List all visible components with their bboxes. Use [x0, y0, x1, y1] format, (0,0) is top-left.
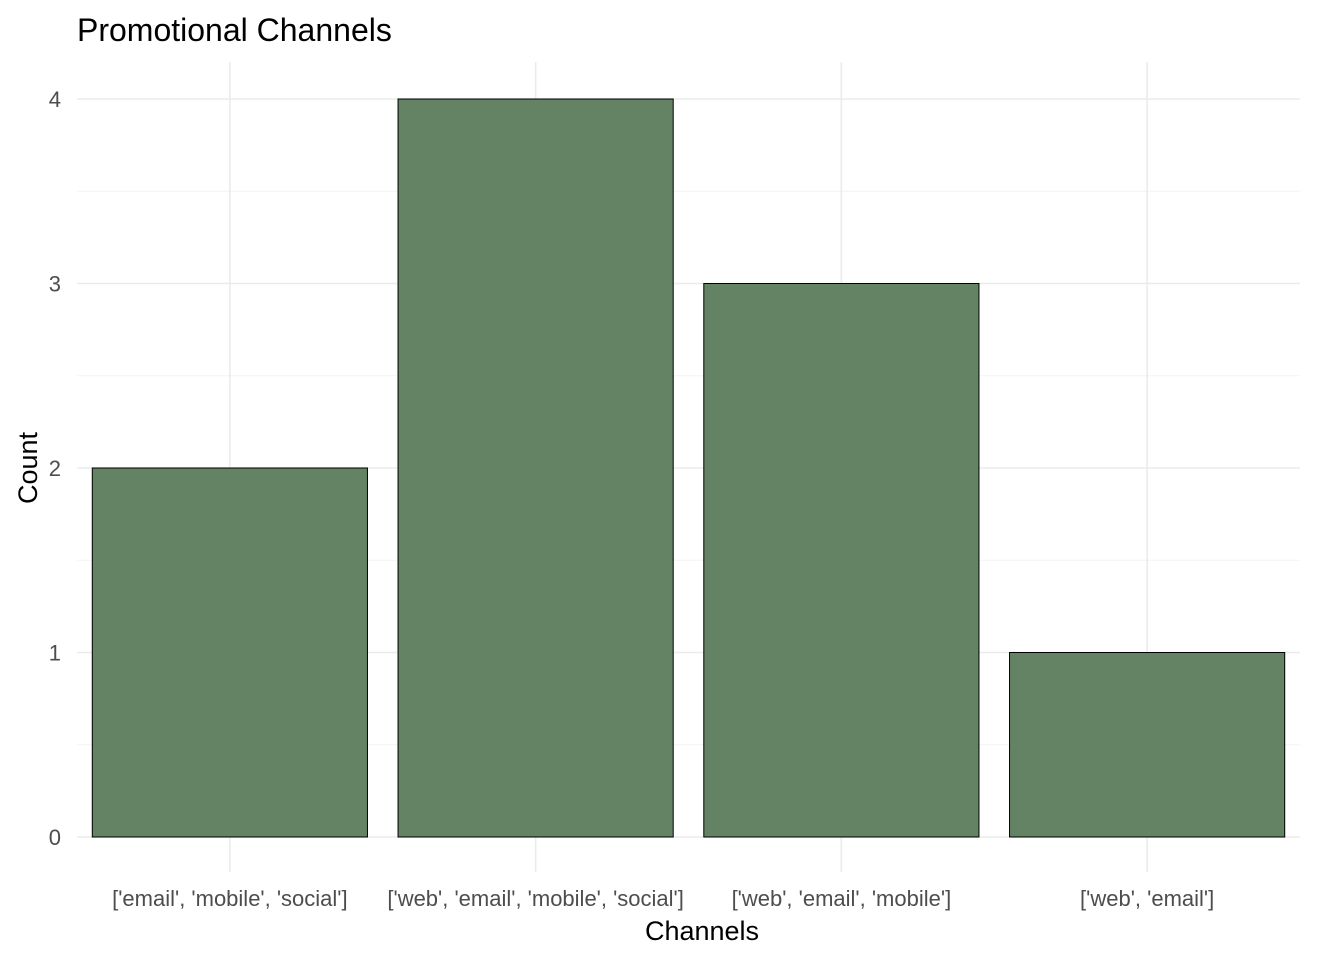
x-axis-title: Channels: [645, 916, 759, 946]
bar: [91, 467, 368, 838]
y-tick-label: 3: [49, 272, 61, 297]
y-tick-label: 1: [49, 641, 61, 666]
chart-title: Promotional Channels: [77, 12, 392, 48]
x-tick-label: ['web', 'email', 'mobile', 'social']: [387, 886, 683, 911]
bar: [703, 283, 980, 838]
bars: [91, 98, 1286, 838]
x-tick-label: ['web', 'email']: [1080, 886, 1214, 911]
bar: [397, 98, 674, 838]
y-axis-ticks: 0 1 2 3 4: [49, 87, 61, 850]
y-axis-title: Count: [13, 431, 43, 504]
x-tick-label: ['email', 'mobile', 'social']: [112, 886, 348, 911]
y-tick-label: 0: [49, 825, 61, 850]
x-tick-label: ['web', 'email', 'mobile']: [732, 886, 952, 911]
y-tick-label: 2: [49, 456, 61, 481]
bar: [1009, 652, 1286, 838]
y-tick-label: 4: [49, 87, 61, 112]
x-axis-ticks: ['email', 'mobile', 'social'] ['web', 'em…: [112, 886, 1214, 911]
